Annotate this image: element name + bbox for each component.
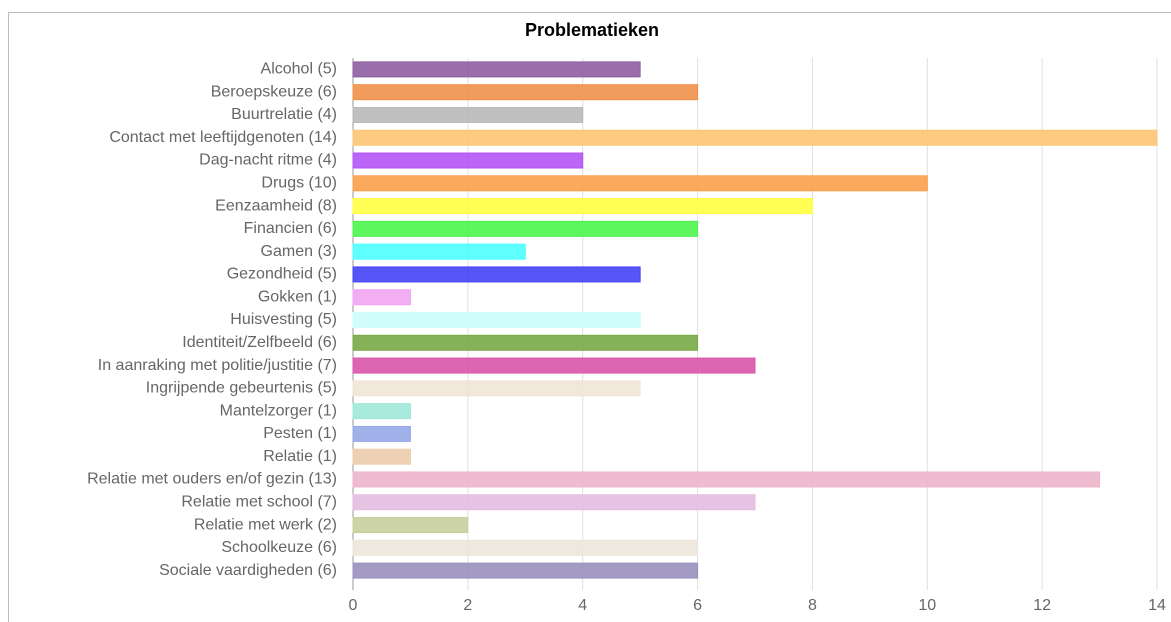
bar xyxy=(352,517,469,534)
y-tick-label: Identiteit/Zelfbeeld (6) xyxy=(182,334,337,351)
bar xyxy=(352,380,641,397)
x-tick-label: 0 xyxy=(349,597,358,614)
x-tick-label: 10 xyxy=(918,597,936,614)
bar xyxy=(352,471,1101,488)
y-tick-label: Gezondheid (5) xyxy=(227,266,337,283)
y-tick-label: Relatie met ouders en/of gezin (13) xyxy=(87,471,337,488)
y-tick-label: Pesten (1) xyxy=(263,425,337,442)
bar xyxy=(352,289,411,306)
y-tick-label: Relatie (1) xyxy=(263,448,337,465)
bar xyxy=(352,198,813,215)
bar xyxy=(352,152,584,169)
bar xyxy=(352,106,584,123)
bar xyxy=(352,539,699,556)
x-tick-label: 4 xyxy=(578,597,587,614)
y-tick-label: Contact met leeftijdgenoten (14) xyxy=(109,129,337,146)
bar xyxy=(352,334,699,351)
chart-title: Problematieken xyxy=(525,20,659,40)
bar xyxy=(352,562,699,579)
bar xyxy=(352,312,641,328)
y-tick-label: Alcohol (5) xyxy=(261,61,337,78)
frame xyxy=(8,12,1171,622)
y-tick-label: Ingrijpende gebeurtenis (5) xyxy=(146,380,337,397)
bar xyxy=(352,220,699,237)
bar xyxy=(352,357,756,374)
y-tick-label: Gokken (1) xyxy=(258,288,337,305)
x-tick-label: 6 xyxy=(693,597,702,614)
y-tick-label: Drugs (10) xyxy=(261,175,337,192)
y-tick-label: Mantelzorger (1) xyxy=(220,402,337,419)
x-tick-label: 2 xyxy=(463,597,472,614)
bar xyxy=(352,425,411,442)
y-tick-label: Eenzaamheid (8) xyxy=(215,197,337,214)
y-tick-label: Beroepskeuze (6) xyxy=(211,83,337,100)
y-tick-label: Financien (6) xyxy=(244,220,337,237)
y-tick-label: Schoolkeuze (6) xyxy=(221,539,337,556)
y-tick-label: Relatie met school (7) xyxy=(181,493,337,510)
y-tick-label: Sociale vaardigheden (6) xyxy=(159,562,337,579)
bar xyxy=(352,494,756,511)
y-tick-label: Relatie met werk (2) xyxy=(194,516,337,533)
bar xyxy=(352,84,699,101)
x-tick-label: 8 xyxy=(808,597,817,614)
bar xyxy=(352,266,641,283)
y-tick-label: Huisvesting (5) xyxy=(230,311,337,328)
bar xyxy=(352,403,411,420)
x-tick-label: 14 xyxy=(1148,597,1166,614)
x-tick-label: 12 xyxy=(1033,597,1051,614)
bar xyxy=(352,61,641,78)
bar xyxy=(352,243,526,260)
y-tick-label: Gamen (3) xyxy=(261,243,337,260)
y-tick-label: Dag-nacht ritme (4) xyxy=(199,152,337,169)
y-tick-label: Buurtrelatie (4) xyxy=(231,106,337,123)
bar xyxy=(352,175,928,192)
bar xyxy=(352,129,1158,146)
y-tick-label: In aanraking met politie/justitie (7) xyxy=(98,357,337,374)
bar xyxy=(352,448,411,465)
